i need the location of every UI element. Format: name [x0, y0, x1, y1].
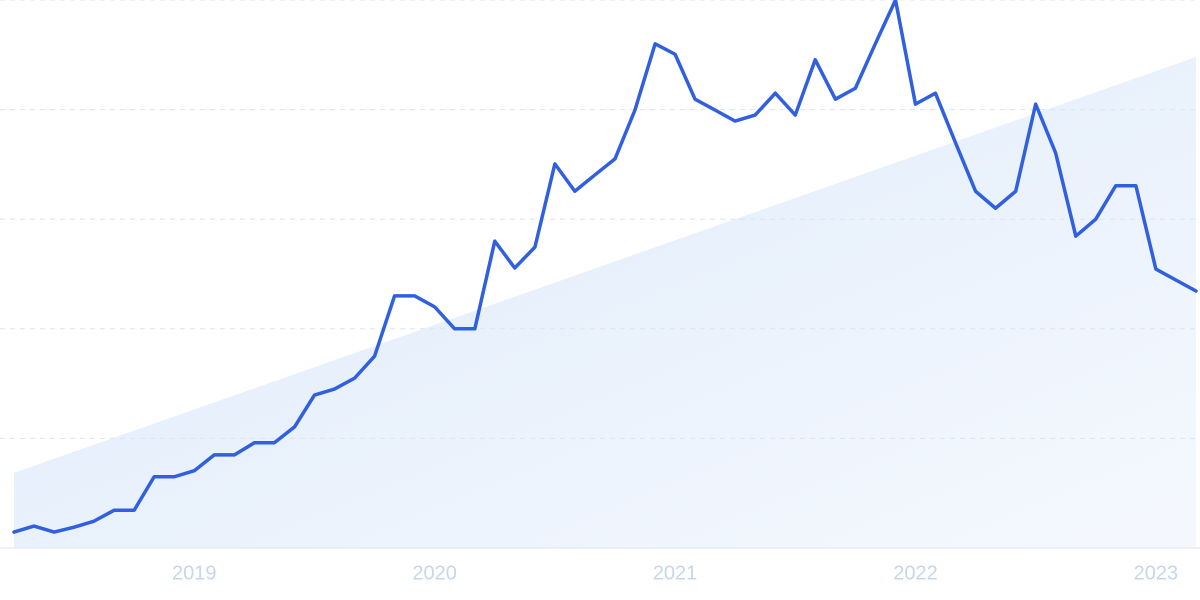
x-tick-label: 2021 [653, 562, 698, 584]
x-tick-label: 2023 [1134, 562, 1179, 584]
x-tick-label: 2022 [893, 562, 938, 584]
x-tick-label: 2020 [412, 562, 457, 584]
x-tick-label: 2019 [172, 562, 217, 584]
trend-area [14, 56, 1196, 548]
line [12, 0, 1198, 534]
